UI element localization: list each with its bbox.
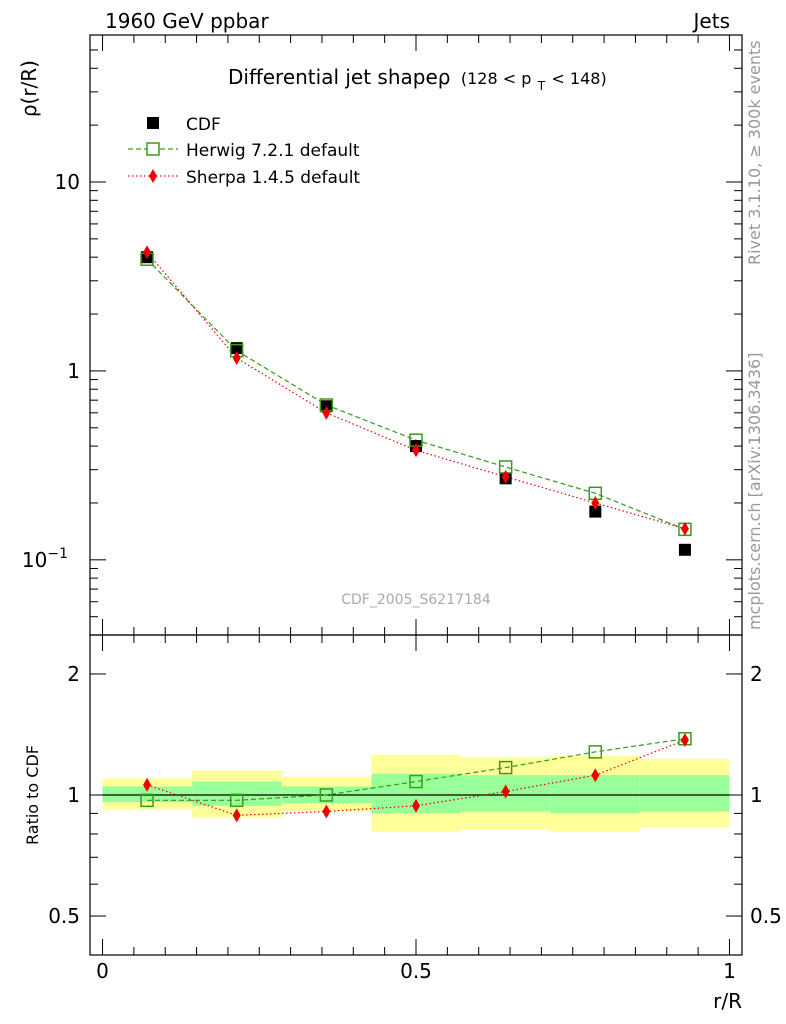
legend-herwig-label: Herwig 7.2.1 default — [186, 141, 360, 161]
main-panel-markers — [140, 245, 692, 556]
x-axis-label: r/R — [713, 989, 742, 1013]
main-point-s2-0 — [143, 245, 152, 260]
x-tick-labels: 0 0.5 1 — [96, 959, 736, 983]
mcplots-label: mcplots.cern.ch [arXiv:1306.3436] — [745, 353, 764, 630]
legend-cdf-label: CDF — [186, 115, 221, 135]
legend-cdf-marker — [147, 117, 159, 129]
legend-sherpa-label: Sherpa 1.4.5 default — [186, 168, 360, 188]
ratio-y-tick-label-left-2: 0.5 — [48, 904, 80, 928]
chart-title: Differential jet shapeρ (128 < p T < 148… — [228, 65, 607, 95]
ratio-point-s1-2 — [322, 804, 331, 819]
main-y-tick-label-exponent: −1 — [47, 546, 68, 562]
ratio-y-axis-label: Ratio to CDF — [23, 745, 42, 845]
ratio-uncertainty-bands — [102, 754, 730, 832]
ratio-point-s1-3 — [412, 798, 420, 813]
ratio-panel-ticks — [90, 635, 742, 956]
ratio-point-s1-0 — [143, 777, 152, 792]
legend: CDF Herwig 7.2.1 default Sherpa 1.4.5 de… — [128, 115, 360, 188]
ratio-point-s0-1 — [229, 793, 244, 808]
main-point-s0-5 — [589, 505, 602, 518]
main-y-axis-label: ρ(r/R) — [17, 60, 41, 117]
ratio-point-s1-5 — [591, 768, 600, 783]
ratio-point-s0-4 — [498, 760, 513, 775]
main-y-tick-label-0: 10 — [55, 170, 80, 194]
ratio-y-tick-label-right-0: 2 — [750, 662, 763, 686]
main-point-s2-3 — [412, 443, 420, 458]
ratio-series-line-0 — [147, 738, 686, 801]
ratio-point-s0-3 — [409, 774, 423, 789]
chart-title-range-low: (128 < p — [461, 69, 532, 88]
ratio-point-s1-4 — [501, 784, 510, 799]
analysis-watermark: CDF_2005_S6217184 — [341, 592, 491, 608]
header-energy: 1960 GeV ppbar — [105, 9, 269, 33]
ratio-point-s0-2 — [319, 788, 334, 802]
chart-title-range-high: < 148) — [551, 69, 606, 88]
rivet-version-label: Rivet 3.1.10, ≥ 300k events — [745, 40, 764, 265]
main-panel-ticks — [90, 34, 742, 636]
main-y-tick-labels: 10 1 10−1 — [22, 170, 80, 572]
ratio-y-tick-label-left-1: 1 — [67, 783, 80, 807]
x-tick-label-0: 0 — [96, 959, 109, 983]
main-point-s2-1 — [232, 351, 241, 366]
main-point-s2-2 — [322, 405, 331, 420]
header-category: Jets — [692, 9, 730, 33]
main-y-tick-label-1: 1 — [67, 359, 80, 383]
ratio-point-s0-5 — [588, 745, 603, 759]
ratio-y-tick-label-left-0: 2 — [67, 662, 80, 686]
legend-sherpa-marker — [149, 169, 157, 183]
x-tick-label-1: 0.5 — [400, 959, 432, 983]
ratio-point-s1-1 — [232, 808, 241, 823]
main-point-s2-6 — [680, 521, 689, 536]
x-tick-label-2: 1 — [723, 959, 736, 983]
chart-title-main: Differential jet shapeρ — [228, 65, 450, 89]
ratio-point-s0-0 — [140, 793, 154, 808]
ratio-band-green-6 — [639, 775, 730, 812]
ratio-y-tick-labels: 2 2 1 1 0.5 0.5 — [48, 662, 782, 928]
main-point-s2-4 — [501, 469, 510, 484]
legend-herwig-marker — [146, 142, 160, 156]
ratio-panel-markers — [140, 732, 692, 823]
main-point-s2-5 — [591, 495, 600, 510]
ratio-y-tick-label-right-2: 0.5 — [750, 904, 782, 928]
main-y-tick-label-2: 10−1 — [22, 546, 68, 572]
chart-title-range-sub: T — [537, 79, 546, 93]
ratio-y-tick-label-right-1: 1 — [750, 783, 763, 807]
ratio-point-s1-6 — [680, 733, 689, 748]
main-point-s0-6 — [678, 543, 691, 556]
